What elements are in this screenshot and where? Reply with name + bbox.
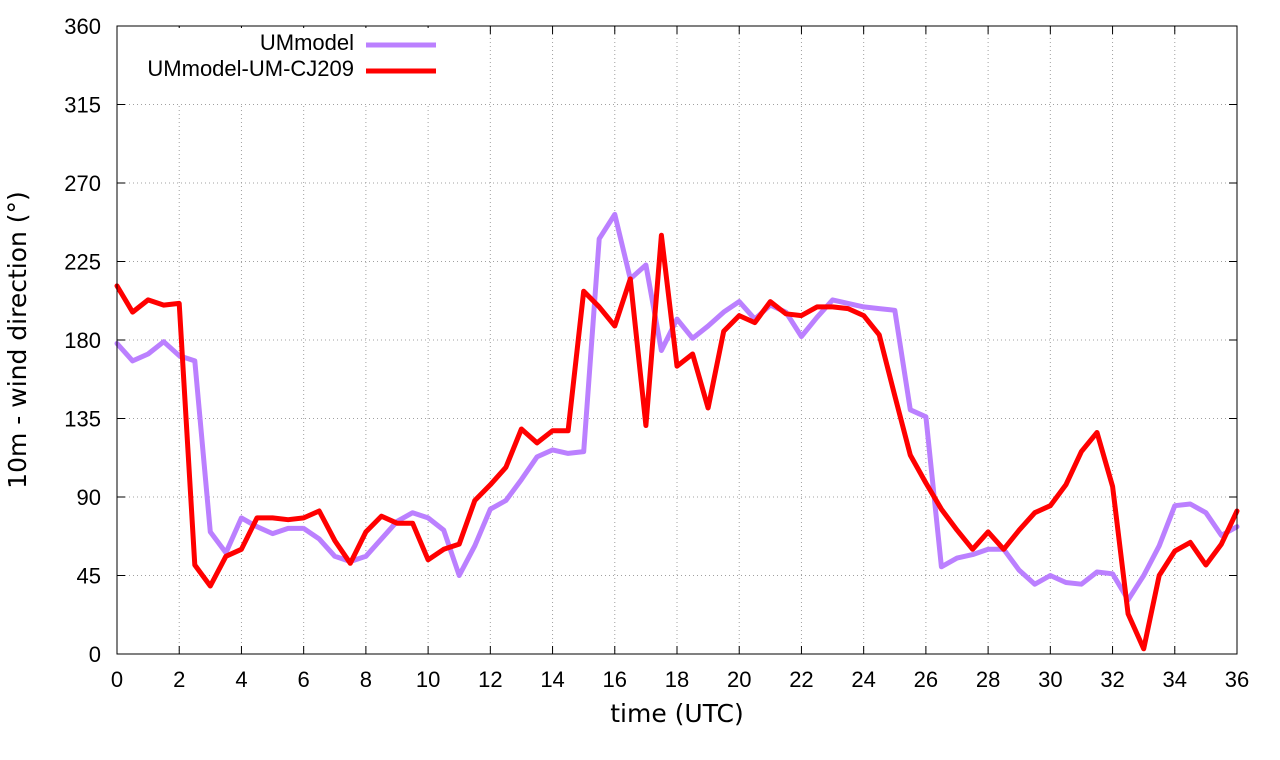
x-tick-label: 10 (416, 667, 440, 692)
x-tick-label: 26 (914, 667, 938, 692)
grid-lines (117, 26, 1237, 654)
x-tick-label: 34 (1163, 667, 1187, 692)
series-lines (114, 211, 1240, 652)
x-tick-label: 18 (665, 667, 689, 692)
plot-frame (116, 25, 1238, 655)
legend: UMmodel UMmodel-UM-CJ209 (119, 28, 447, 104)
legend-background (119, 28, 447, 104)
series-line-ummodel-um-cj209 (114, 232, 1240, 652)
x-tick-label: 0 (111, 667, 123, 692)
y-tick-label: 0 (89, 642, 101, 667)
tick-labels: 0 2 4 6 8 10 12 14 16 18 20 22 24 26 28 30 32 34 360459013… (64, 14, 1249, 692)
x-tick-label: 16 (603, 667, 627, 692)
x-tick-label: 4 (235, 667, 247, 692)
legend-label-cj209: UMmodel-UM-CJ209 (147, 56, 354, 81)
x-tick-label: 36 (1225, 667, 1249, 692)
x-tick-label: 22 (789, 667, 813, 692)
y-axis-label: 10m - wind direction (°) (3, 191, 32, 489)
y-tick-label: 270 (64, 171, 101, 196)
x-axis-label: time (UTC) (610, 699, 744, 728)
x-tick-label: 8 (360, 667, 372, 692)
y-tick-label: 315 (64, 93, 101, 118)
x-tick-label: 28 (976, 667, 1000, 692)
y-tick-label: 135 (64, 407, 101, 432)
x-tick-label: 6 (298, 667, 310, 692)
x-tick-label: 14 (540, 667, 564, 692)
x-tick-label: 32 (1100, 667, 1124, 692)
x-tick-label: 24 (851, 667, 875, 692)
series-line-ummodel (114, 211, 1240, 603)
legend-label-ummodel: UMmodel (260, 30, 354, 55)
y-tick-label: 90 (77, 485, 101, 510)
y-tick-label: 360 (64, 14, 101, 39)
y-tick-label: 45 (77, 564, 101, 589)
x-tick-label: 12 (478, 667, 502, 692)
x-tick-label: 30 (1038, 667, 1062, 692)
y-tick-label: 180 (64, 328, 101, 353)
y-tick-label: 225 (64, 250, 101, 275)
x-tick-label: 20 (727, 667, 751, 692)
x-tick-label: 2 (173, 667, 185, 692)
